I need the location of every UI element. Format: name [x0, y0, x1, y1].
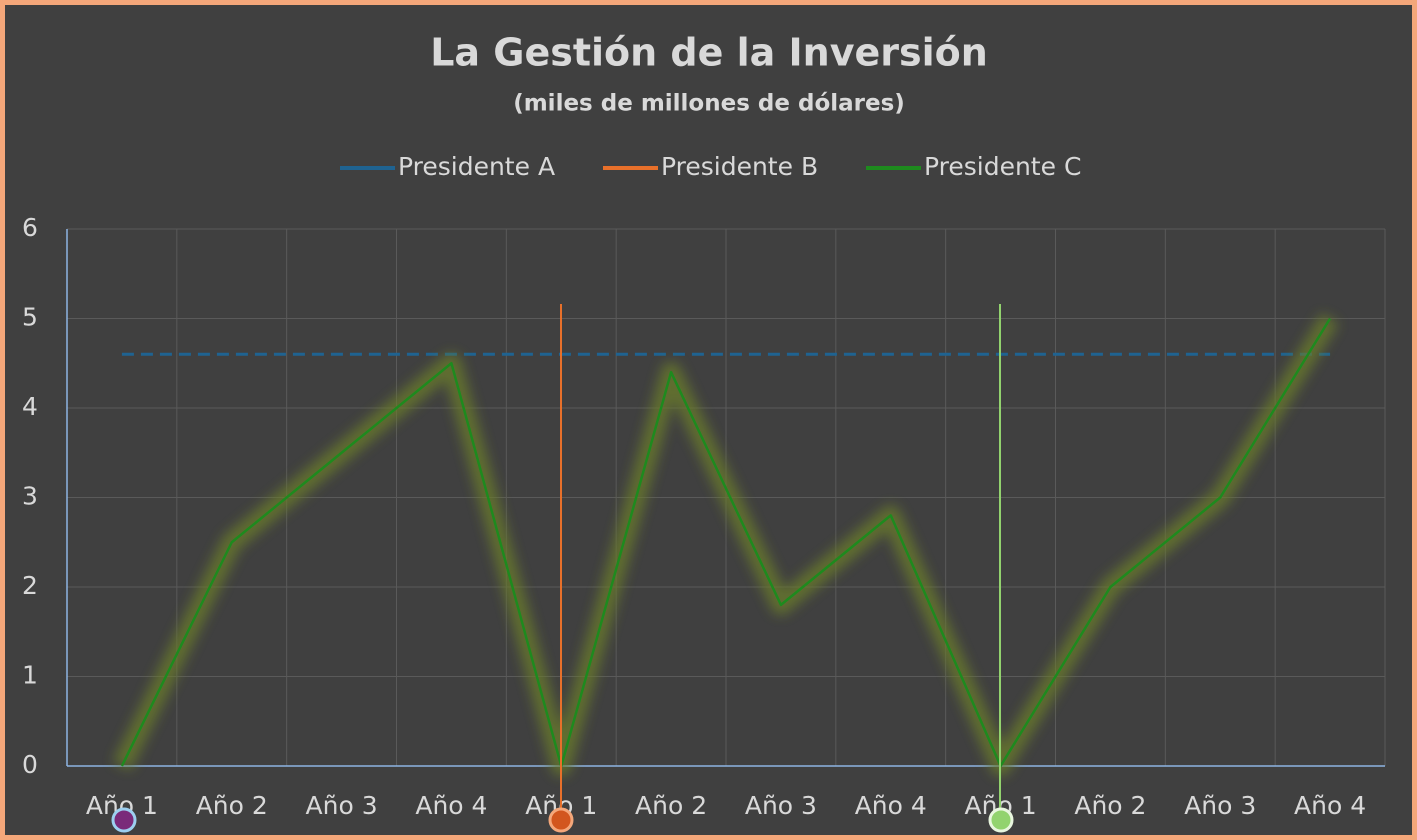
marker [988, 807, 1014, 833]
x-tick-label: Año 4 [855, 791, 927, 820]
y-tick-label: 2 [22, 571, 38, 600]
x-tick-label: Año 2 [196, 791, 268, 820]
x-tick-label: Año 3 [306, 791, 378, 820]
y-tick-label: 6 [22, 213, 38, 242]
chart-title: La Gestión de la Inversión [430, 31, 988, 75]
legend-label: Presidente A [398, 152, 555, 181]
series-line [120, 317, 1332, 768]
y-tick-label: 1 [22, 661, 38, 690]
dividers [111, 304, 1014, 833]
x-tick-label: Año 3 [745, 791, 817, 820]
x-tick-label: Año 4 [415, 791, 487, 820]
background [5, 5, 1412, 835]
y-tick-label: 5 [22, 303, 38, 332]
legend-label: Presidente C [924, 152, 1081, 181]
x-tick-label: Año 2 [1074, 791, 1146, 820]
y-tick-label: 0 [22, 750, 38, 779]
x-tick-label: Año 3 [1184, 791, 1256, 820]
x-tick-label: Año 4 [1294, 791, 1366, 820]
legend-label: Presidente B [661, 152, 818, 181]
y-tick-label: 4 [22, 392, 38, 421]
chart-subtitle: (miles de millones de dólares) [513, 91, 905, 117]
marker [548, 807, 574, 833]
marker [111, 807, 137, 833]
x-tick-label: Año 2 [635, 791, 707, 820]
y-tick-label: 3 [22, 482, 38, 511]
